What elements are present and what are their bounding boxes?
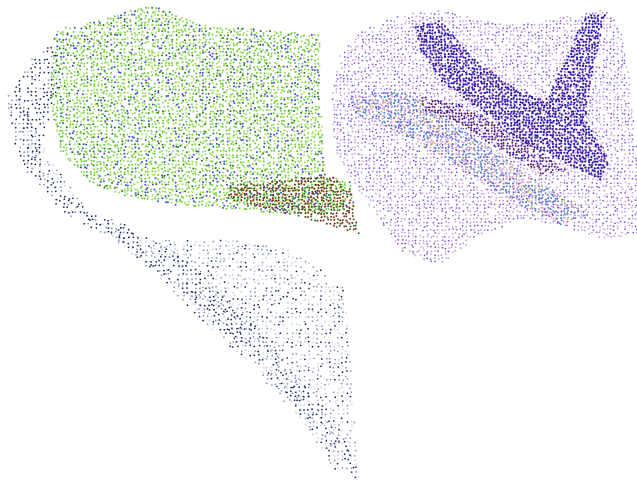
right-point-cloud (331, 9, 637, 263)
left-point-cloud (7, 6, 360, 479)
